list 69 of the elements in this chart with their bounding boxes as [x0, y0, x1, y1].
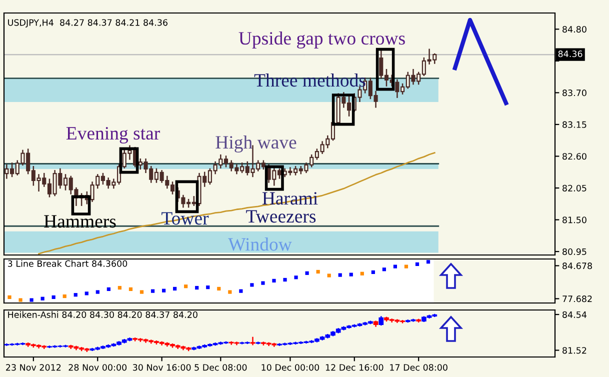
- point: [74, 293, 78, 297]
- point: [426, 260, 430, 264]
- point: [150, 289, 155, 293]
- y-tick-label: 84.54: [562, 311, 587, 318]
- point: [239, 289, 243, 293]
- point: [40, 296, 44, 300]
- y-tick-label: 80.95: [562, 248, 586, 255]
- point: [128, 287, 133, 291]
- point: [162, 288, 166, 292]
- annotation: Upside gap two crows: [238, 31, 405, 49]
- y-tick-label: 81.50: [562, 216, 586, 224]
- point: [18, 298, 22, 302]
- point: [338, 273, 342, 277]
- point: [294, 276, 298, 280]
- y-tick-label: 83.15: [562, 121, 586, 128]
- point: [415, 262, 420, 266]
- y-tick-label: 84.678: [562, 262, 592, 270]
- point: [272, 278, 276, 282]
- y-tick-label: 82.60: [562, 153, 586, 160]
- x-tick-label: 10 Dec 00:00: [262, 364, 320, 371]
- point: [305, 271, 309, 275]
- point: [349, 272, 353, 276]
- point: [118, 286, 122, 290]
- x-tick-label: 5 Dec 08:00: [194, 364, 247, 371]
- point: [195, 286, 199, 290]
- y-tick-label: 77.682: [562, 296, 592, 302]
- chart-title: 3 Line Break Chart 84.3600: [8, 260, 128, 267]
- chart-title: Heiken-Ashi 84.20 84.30 84.20 84.37 84.20: [8, 311, 198, 318]
- point: [8, 295, 12, 300]
- x-tick-label: 30 Nov 16:00: [132, 364, 191, 371]
- point: [52, 295, 56, 300]
- annotation: Tweezers: [246, 210, 316, 223]
- text: USDJPY,H4 84.27 84.37 84.21 84.36: [8, 19, 168, 28]
- point: [184, 284, 188, 288]
- point: [206, 285, 210, 290]
- point: [140, 290, 144, 294]
- x-tick-label: 28 Nov 00:00: [68, 364, 127, 371]
- point: [173, 286, 177, 291]
- x-tick-label: 23 Nov 2012: [6, 364, 61, 371]
- y-tick-label: 83.70: [562, 90, 586, 96]
- point: [261, 281, 265, 285]
- point: [30, 298, 34, 302]
- annotation: High wave: [216, 135, 296, 153]
- annotation: Evening star: [66, 127, 160, 144]
- point: [84, 292, 88, 296]
- point: [371, 270, 375, 274]
- point: [106, 287, 110, 291]
- y-tick-label: 82.05: [562, 184, 586, 192]
- point: [382, 268, 386, 272]
- point: [283, 278, 287, 282]
- point: [217, 286, 221, 291]
- point: [62, 294, 66, 298]
- x-tick-label: 17 Dec 08:00: [390, 364, 448, 371]
- point: [228, 290, 232, 294]
- point: [404, 264, 408, 268]
- point: [393, 264, 398, 268]
- candlestick: [250, 336, 256, 346]
- point: [360, 272, 364, 276]
- annotation: Hammers: [44, 215, 116, 228]
- y-tick-label: 84.80: [562, 26, 586, 33]
- point: [316, 270, 320, 274]
- point: [96, 290, 100, 294]
- x-tick-label: 12 Dec 16:00: [326, 364, 384, 371]
- annotation: Window: [228, 238, 292, 251]
- point: [327, 274, 331, 278]
- line-series: [38, 152, 436, 255]
- y-tick-label: 81.52: [562, 347, 586, 354]
- point: [250, 283, 254, 287]
- ref-line-label: 84.36: [558, 50, 582, 58]
